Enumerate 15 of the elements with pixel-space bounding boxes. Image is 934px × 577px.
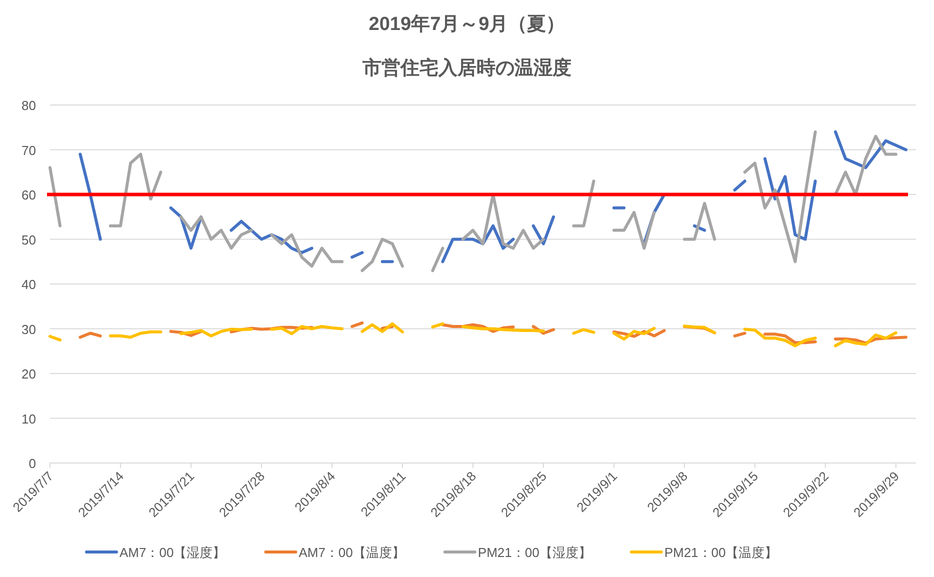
legend-label: PM21：00【温度】 <box>664 545 778 560</box>
chart-title: 2019年7月～9月（夏） <box>368 14 566 35</box>
y-tick-label: 20 <box>22 366 36 382</box>
chart-subtitle: 市営住宅入居時の温湿度 <box>362 57 572 79</box>
y-tick-label: 40 <box>22 277 36 292</box>
y-tick-label: 0 <box>28 456 36 471</box>
y-tick-label: 30 <box>22 322 36 337</box>
y-tick-label: 10 <box>22 411 36 426</box>
y-tick-label: 50 <box>22 232 36 248</box>
legend-label: AM7：00【温度】 <box>298 545 405 560</box>
legend-label: PM21：00【湿度】 <box>478 545 592 560</box>
y-tick-label: 60 <box>22 188 36 202</box>
y-tick-label: 70 <box>22 142 36 158</box>
legend-label: AM7：00【湿度】 <box>120 545 226 560</box>
y-tick-label: 80 <box>22 98 36 113</box>
